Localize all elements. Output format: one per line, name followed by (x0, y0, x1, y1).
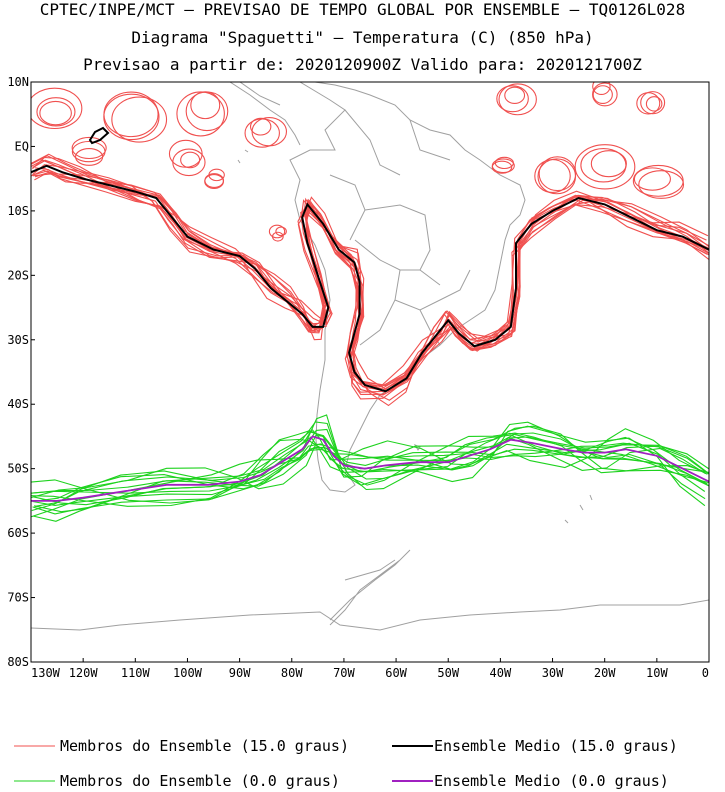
plot-frame (30, 81, 710, 663)
member-15-contour (268, 224, 286, 239)
lon-label: 130W (31, 666, 61, 680)
member-15-contour (592, 82, 618, 107)
member-15-contour (111, 96, 168, 143)
legend-label-mean-0: Ensemble Medio (0.0 graus) (434, 772, 669, 790)
central-america-coast (229, 82, 301, 146)
member-0-line (31, 414, 706, 507)
lon-label: 90W (229, 666, 251, 680)
member-15-contour (534, 159, 571, 194)
lat-label: 30S (7, 333, 29, 347)
member-0-line (32, 425, 709, 515)
member-15-line (31, 155, 707, 401)
lon-label: 20W (594, 666, 616, 680)
chart-subtitle: Diagrama "Spaguetti" – Temperatura (C) (… (131, 28, 594, 47)
forecast-validity: Previsao a partir de: 2020120900Z Valido… (83, 55, 642, 74)
member-15-line (32, 173, 709, 390)
lon-label: 10W (646, 666, 668, 680)
member-15-contour (204, 174, 224, 189)
lat-label: 70S (7, 591, 29, 605)
members-0-layer (31, 414, 709, 522)
lat-label: 60S (7, 526, 29, 540)
lon-label: 100W (173, 666, 203, 680)
legend-label-mean-15: Ensemble Medio (15.0 graus) (434, 737, 678, 755)
member-15-contour (574, 144, 636, 190)
legend-label-member-0: Membros do Ensemble (0.0 graus) (60, 772, 340, 790)
lon-label: 70W (333, 666, 355, 680)
members-15-layer (31, 82, 709, 407)
member-15-contour (633, 167, 671, 191)
member-15-contour (251, 116, 288, 147)
lon-label: 80W (281, 666, 303, 680)
member-15-contour (645, 96, 663, 112)
lon-label: 50W (437, 666, 459, 680)
member-15-contour (39, 100, 72, 126)
lat-label: 40S (7, 397, 29, 411)
legend-label-member-15: Membros do Ensemble (15.0 graus) (60, 737, 349, 755)
lat-label: 10S (7, 204, 29, 218)
lon-label: 110W (121, 666, 151, 680)
member-15-contour (71, 140, 106, 163)
south-america-coast (289, 82, 526, 493)
lon-label: 40W (490, 666, 512, 680)
member-15-contour (632, 164, 684, 197)
lon-label: 120W (69, 666, 99, 680)
lat-label: 50S (7, 462, 29, 476)
member-15-contour (496, 85, 529, 113)
member-15-contour (36, 97, 76, 127)
member-15-contour (504, 86, 526, 104)
member-15-contour (176, 91, 225, 137)
ensemble-mean-15-line (31, 164, 709, 393)
lat-label: EQ (15, 139, 29, 153)
member-15-contour (592, 82, 611, 96)
member-15-contour (494, 156, 514, 170)
member-15-contour (172, 148, 206, 177)
lat-label: 20S (7, 268, 29, 282)
islands (237, 149, 593, 524)
antarctic-peninsula (31, 549, 709, 631)
member-15-contour (244, 118, 280, 148)
member-15-contour (71, 136, 107, 160)
member-15-contour (208, 168, 225, 182)
member-15-line (34, 172, 709, 392)
member-15-contour (249, 117, 272, 136)
member-15-contour (636, 92, 661, 115)
member-15-contour (185, 91, 229, 132)
member-15-contour (638, 170, 685, 199)
lon-label: 0 (702, 666, 709, 680)
coastline-layer (31, 82, 709, 631)
legend: Membros do Ensemble (15.0 graus) Ensembl… (14, 737, 678, 790)
member-15-contour (204, 173, 225, 188)
member-15-contour (31, 87, 83, 130)
member-15-contour (538, 156, 577, 192)
member-0-line (34, 442, 709, 502)
member-15-contour (275, 226, 287, 237)
mean-15-small-contour (88, 126, 110, 145)
lat-label: 80S (7, 655, 29, 669)
member-15-contour (103, 93, 160, 141)
member-15-contour (180, 151, 201, 169)
lon-label: 60W (385, 666, 407, 680)
member-15-contour (498, 83, 537, 116)
member-15-contour (491, 158, 515, 174)
member-0-line (31, 428, 708, 499)
member-15-contour (592, 85, 613, 105)
member-15-contour (168, 139, 203, 168)
member-15-contour (590, 150, 627, 178)
country-borders (329, 109, 471, 346)
lat-label: 10N (7, 75, 29, 89)
chart-title: CPTEC/INPE/MCT – PREVISAO DE TEMPO GLOBA… (39, 0, 686, 19)
lon-label: 30W (542, 666, 564, 680)
member-0-line (31, 437, 706, 518)
member-15-line (31, 153, 709, 407)
ensemble-mean-0-line (31, 435, 709, 502)
